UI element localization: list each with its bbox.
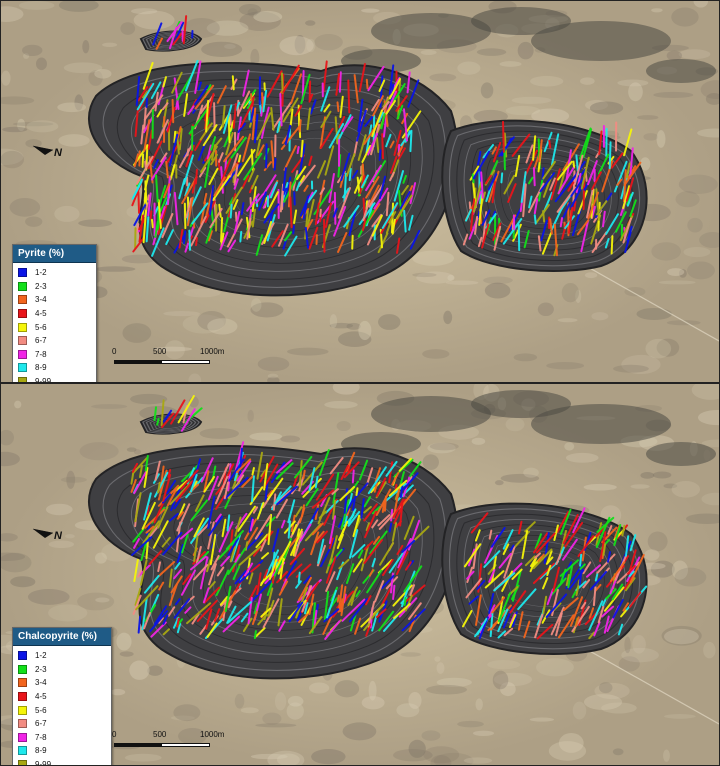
legend-item: 3-4 <box>18 293 91 307</box>
legend-swatch <box>18 349 27 359</box>
legend-label: 9-99 <box>35 760 52 766</box>
legend-label: 6-7 <box>35 336 47 346</box>
legend-swatch <box>18 760 27 765</box>
legend-item: 7-8 <box>18 348 91 362</box>
scale-label-1000: 1000m <box>200 347 225 356</box>
map-panel-chalcopyrite: N Chalcopyrite (%) 1-2 2-3 3-4 4-5 5-6 6-7 7-8… <box>0 383 720 766</box>
legend-label: 9-99 <box>35 377 52 383</box>
scale-bar: 0 500 1000m <box>108 730 248 754</box>
legend-item: 6-7 <box>18 717 106 731</box>
north-label: N <box>54 147 62 159</box>
legend-swatch <box>18 678 27 688</box>
legend-label: 8-9 <box>35 746 47 756</box>
legend-label: 2-3 <box>35 281 47 291</box>
legend-swatch <box>18 651 27 661</box>
legend-swatch <box>18 309 27 319</box>
legend-swatch <box>18 746 27 756</box>
legend-items: 1-2 2-3 3-4 4-5 5-6 6-7 7-8 8-9 9-99 <box>13 263 96 383</box>
legend-label: 3-4 <box>35 678 47 688</box>
scale-label-500: 500 <box>153 730 167 739</box>
legend: Pyrite (%) 1-2 2-3 3-4 4-5 5-6 6-7 7-8 8-9 9-99 <box>12 244 97 383</box>
legend-item: 9-99 <box>18 375 91 383</box>
legend-label: 1-2 <box>35 268 47 278</box>
legend-swatch <box>18 322 27 332</box>
legend-swatch <box>18 719 27 729</box>
legend-label: 5-6 <box>35 705 47 715</box>
pit-scene-pyrite <box>1 1 719 382</box>
legend-item: 7-8 <box>18 731 106 745</box>
legend-title: Chalcopyrite (%) <box>13 628 111 646</box>
legend-label: 7-8 <box>35 349 47 359</box>
legend-item: 2-3 <box>18 280 91 294</box>
legend-item: 1-2 <box>18 266 91 280</box>
legend-label: 4-5 <box>35 692 47 702</box>
legend-swatch <box>18 664 27 674</box>
legend-label: 2-3 <box>35 664 47 674</box>
legend-title: Pyrite (%) <box>13 245 96 263</box>
legend-item: 3-4 <box>18 676 106 690</box>
legend-item: 8-9 <box>18 361 91 375</box>
scale-line <box>114 360 210 364</box>
legend: Chalcopyrite (%) 1-2 2-3 3-4 4-5 5-6 6-7 7-8 8-… <box>12 627 112 766</box>
legend-swatch <box>18 363 27 373</box>
map-panel-pyrite: N Pyrite (%) 1-2 2-3 3-4 4-5 5-6 6-7 7-8 8-9 9-9… <box>0 0 720 383</box>
legend-items: 1-2 2-3 3-4 4-5 5-6 6-7 7-8 8-9 9-99 <box>13 646 111 766</box>
legend-label: 4-5 <box>35 309 47 319</box>
scale-label-0: 0 <box>112 730 117 739</box>
legend-item: 4-5 <box>18 690 106 704</box>
legend-label: 7-8 <box>35 732 47 742</box>
legend-label: 3-4 <box>35 295 47 305</box>
legend-label: 8-9 <box>35 363 47 373</box>
legend-swatch <box>18 268 27 278</box>
scale-label-500: 500 <box>153 347 167 356</box>
scale-label-1000: 1000m <box>200 730 225 739</box>
scale-line <box>114 743 210 747</box>
legend-item: 5-6 <box>18 320 91 334</box>
legend-swatch <box>18 336 27 346</box>
north-label: N <box>54 530 62 542</box>
legend-swatch <box>18 732 27 742</box>
north-arrow-icon <box>32 145 54 155</box>
legend-item: 8-9 <box>18 744 106 758</box>
legend-item: 4-5 <box>18 307 91 321</box>
scale-label-0: 0 <box>112 347 117 356</box>
legend-swatch <box>18 705 27 715</box>
legend-item: 6-7 <box>18 334 91 348</box>
north-arrow-icon <box>32 528 54 538</box>
legend-swatch <box>18 281 27 291</box>
legend-item: 9-99 <box>18 758 106 766</box>
scale-bar: 0 500 1000m <box>108 347 248 371</box>
legend-item: 5-6 <box>18 703 106 717</box>
legend-item: 1-2 <box>18 649 106 663</box>
legend-label: 5-6 <box>35 322 47 332</box>
pit-scene-chalcopyrite <box>1 384 719 765</box>
legend-swatch <box>18 692 27 702</box>
legend-swatch <box>18 377 27 382</box>
legend-label: 6-7 <box>35 719 47 729</box>
legend-label: 1-2 <box>35 651 47 661</box>
legend-item: 2-3 <box>18 663 106 677</box>
legend-swatch <box>18 295 27 305</box>
